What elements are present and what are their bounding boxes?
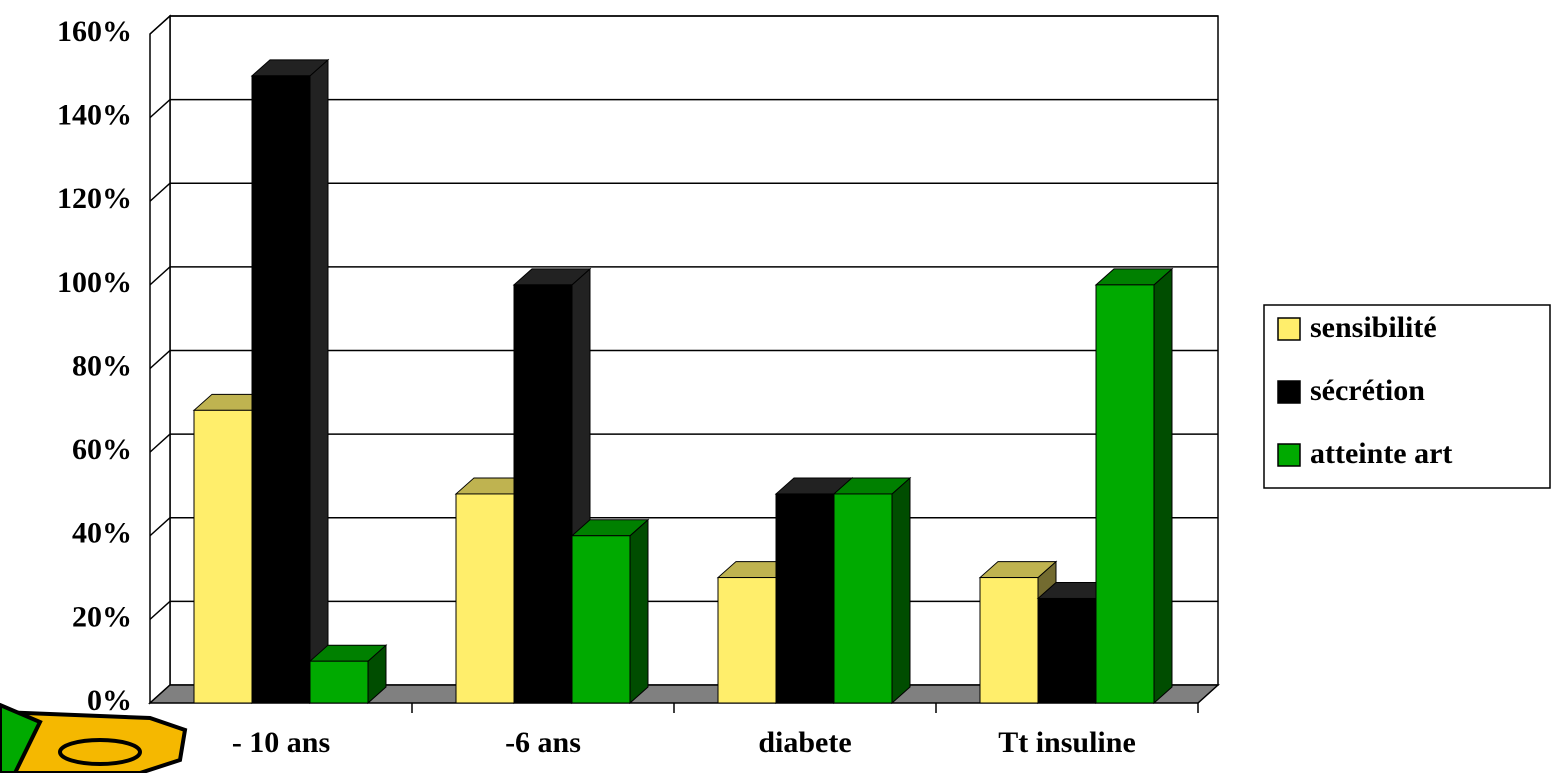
x-tick-label: - 10 ans bbox=[232, 726, 330, 759]
y-tick-label: 160% bbox=[57, 15, 132, 48]
bar-front bbox=[1037, 597, 1097, 704]
bar-front bbox=[775, 493, 835, 704]
y-tick-label: 120% bbox=[57, 182, 132, 215]
bar-front bbox=[979, 577, 1039, 704]
x-tick-label: -6 ans bbox=[505, 726, 581, 759]
clip-art bbox=[0, 702, 188, 773]
y-tick-label: 140% bbox=[57, 99, 132, 132]
x-tick-label: Tt insuline bbox=[998, 726, 1136, 759]
legend-swatch bbox=[1277, 317, 1301, 341]
y-tick-label: 20% bbox=[72, 600, 132, 633]
bar-front bbox=[251, 75, 311, 704]
grid-line bbox=[149, 182, 1218, 202]
bar bbox=[570, 518, 650, 705]
bar bbox=[832, 476, 912, 705]
x-tick-label: diabete bbox=[758, 726, 851, 759]
bar-front bbox=[833, 493, 893, 704]
bar-front bbox=[513, 284, 573, 704]
grid-line bbox=[149, 15, 1218, 35]
legend-swatch bbox=[1277, 380, 1301, 404]
y-tick-label: 0% bbox=[87, 684, 132, 717]
legend-label: sensibilité bbox=[1310, 311, 1437, 344]
bar bbox=[250, 58, 330, 705]
bar-side bbox=[629, 518, 649, 705]
grid-line bbox=[149, 266, 1218, 286]
bar-front bbox=[455, 493, 515, 704]
bar bbox=[308, 644, 388, 705]
bar-front bbox=[1095, 284, 1155, 704]
legend-label: sécrétion bbox=[1310, 374, 1425, 407]
grid-line bbox=[149, 433, 1218, 453]
y-tick-label: 80% bbox=[72, 349, 132, 382]
y-tick-label: 60% bbox=[72, 433, 132, 466]
y-tick-label: 100% bbox=[57, 266, 132, 299]
bar-front bbox=[309, 660, 369, 704]
bar-front bbox=[571, 535, 631, 704]
grid-line bbox=[149, 98, 1218, 119]
legend bbox=[1263, 304, 1551, 489]
bar-front bbox=[717, 577, 777, 704]
bar-side bbox=[1153, 267, 1173, 705]
bar-side bbox=[891, 476, 911, 705]
grid-line bbox=[149, 349, 1218, 370]
y-tick-label: 40% bbox=[72, 517, 132, 550]
legend-swatch bbox=[1277, 443, 1301, 467]
legend-label: atteinte art bbox=[1310, 437, 1452, 470]
bar-front bbox=[193, 409, 253, 704]
bar-side bbox=[309, 58, 329, 705]
bar bbox=[1094, 267, 1174, 705]
